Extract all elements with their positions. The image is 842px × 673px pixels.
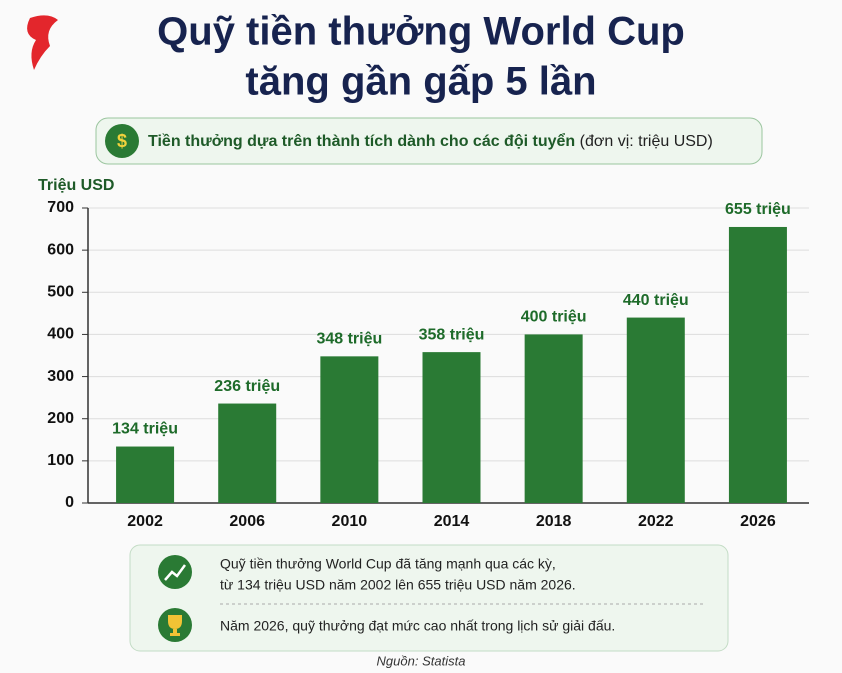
- y-tick-label: 500: [47, 284, 74, 301]
- value-label: 655 triệu: [725, 201, 791, 218]
- notes-box: [129, 544, 729, 652]
- bar: [524, 334, 583, 503]
- logo: [27, 15, 58, 70]
- bar: [116, 446, 175, 503]
- unit-note: (đơn vị: triệu USD): [580, 133, 713, 150]
- note-text: Năm 2026, quỹ thưởng đạt mức cao nhất tr…: [220, 618, 615, 634]
- source: Nguồn: Statista: [377, 653, 466, 668]
- note-text: từ 134 triệu USD năm 2002 lên 655 triệu …: [220, 577, 576, 593]
- chart-icon-glyph: [164, 564, 187, 581]
- value-label: 400 triệu: [521, 309, 587, 326]
- y-tick-label: 300: [47, 368, 74, 385]
- value-label: 134 triệu: [112, 421, 178, 438]
- value-label: 348 triệu: [316, 331, 382, 348]
- x-tick-label: 2022: [638, 513, 674, 530]
- trophy-icon-glyph: [168, 615, 182, 636]
- x-tick-label: 2014: [434, 513, 470, 530]
- x-tick-label: 2026: [740, 513, 776, 530]
- value-label: 358 triệu: [419, 326, 485, 343]
- y-tick-label: 400: [47, 326, 74, 343]
- bar: [728, 226, 787, 503]
- value-label: 236 triệu: [214, 378, 280, 395]
- y-tick-label: 0: [65, 494, 74, 511]
- bar: [218, 403, 277, 503]
- value-label: 440 triệu: [623, 292, 689, 309]
- chart-title: tăng gần gấp 5 lần: [245, 60, 596, 104]
- y-axis-label: Triệu USD: [38, 177, 114, 194]
- subtitle-main: Tiền thưởng dựa trên thành tích dành cho…: [148, 132, 575, 150]
- bar: [422, 352, 481, 503]
- y-tick-label: 200: [47, 410, 74, 427]
- y-tick-label: 100: [47, 452, 74, 469]
- y-tick-label: 600: [47, 241, 74, 258]
- chart-icon: [158, 555, 192, 589]
- x-tick-label: 2010: [332, 513, 368, 530]
- x-tick-label: 2018: [536, 513, 572, 530]
- money-icon: [105, 124, 139, 158]
- chart-title: Quỹ tiền thưởng World Cup: [157, 10, 685, 54]
- subtitle-box: [95, 117, 763, 165]
- bar: [320, 356, 379, 503]
- bar: [626, 317, 685, 503]
- x-tick-label: 2006: [229, 513, 265, 530]
- money-icon-symbol: $: [117, 131, 127, 151]
- subtitle: Tiền thưởng dựa trên thành tích dành cho…: [148, 132, 713, 150]
- x-tick-label: 2002: [127, 513, 163, 530]
- y-tick-label: 700: [47, 199, 74, 216]
- note-text: Quỹ tiền thưởng World Cup đã tăng mạnh q…: [220, 556, 556, 572]
